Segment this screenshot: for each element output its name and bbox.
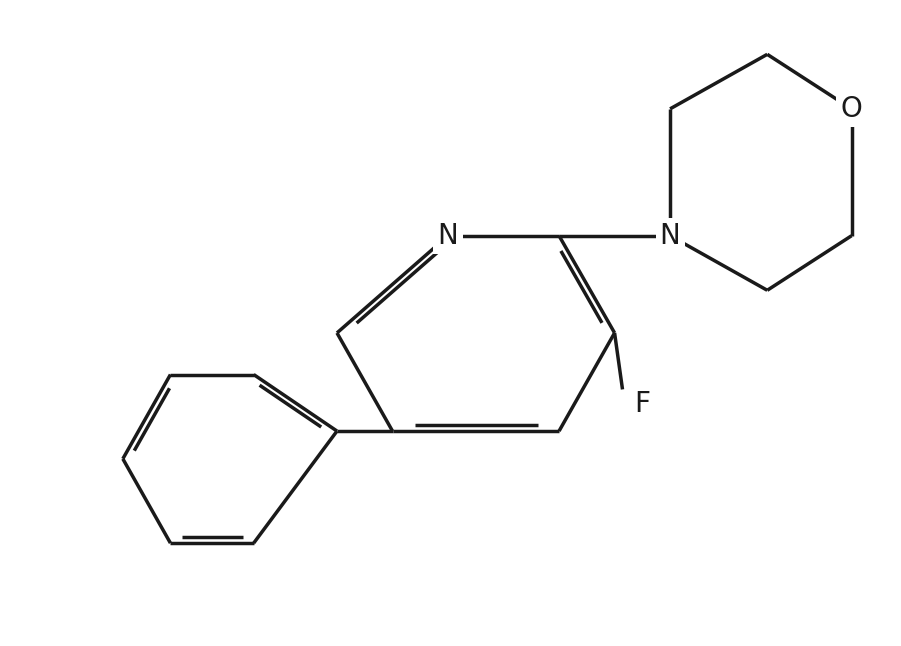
Text: N: N <box>438 222 459 250</box>
Text: F: F <box>634 390 651 419</box>
Text: O: O <box>841 95 862 123</box>
Text: N: N <box>660 222 680 250</box>
